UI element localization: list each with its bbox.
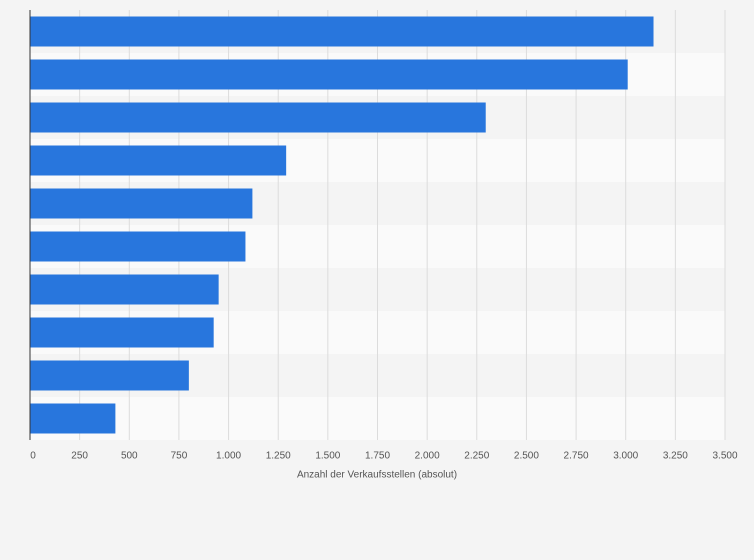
bar [30,102,486,133]
x-tick-label: 0 [30,451,36,462]
x-tick-label: 3.500 [712,451,737,462]
x-tick-label: 2.500 [514,451,539,462]
bar [30,188,253,219]
bar [30,16,654,47]
bar [30,231,246,262]
x-tick-label: 250 [71,451,88,462]
bar [30,274,219,305]
bar [30,317,214,348]
x-tick-label: 1.000 [216,451,241,462]
x-tick-label: 2.000 [415,451,440,462]
x-tick-label: 2.750 [564,451,589,462]
x-tick-label: 1.250 [266,451,291,462]
x-tick-label: 1.750 [365,451,390,462]
x-tick-label: 3.000 [613,451,638,462]
x-tick-label: 750 [171,451,188,462]
x-tick-label: 2.250 [464,451,489,462]
x-tick-label: 3.250 [663,451,688,462]
bar [30,403,116,434]
x-tick-label: 1.500 [315,451,340,462]
x-tick-label: 500 [121,451,138,462]
bar [30,59,628,90]
x-axis-label: Anzahl der Verkaufsstellen (absolut) [297,470,457,481]
bar [30,145,287,176]
bar [30,360,189,391]
